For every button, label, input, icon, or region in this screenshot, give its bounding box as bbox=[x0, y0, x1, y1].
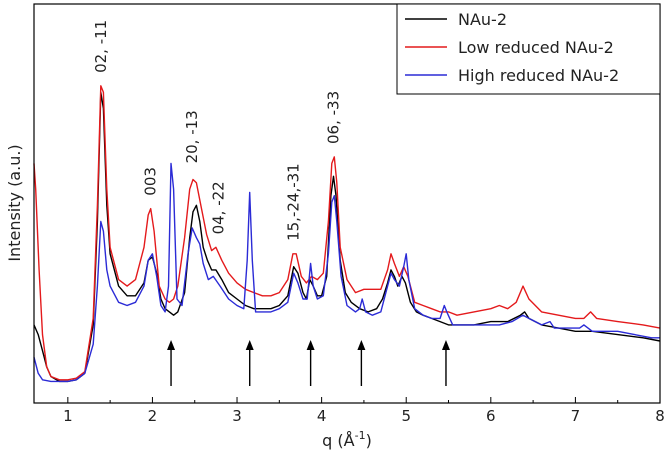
series-layer bbox=[33, 85, 661, 383]
x-tick-label: 7 bbox=[571, 407, 581, 425]
peak-label: 02, -11 bbox=[92, 20, 110, 73]
x-tick-label: 3 bbox=[232, 407, 242, 425]
x-axis: 1 2 3 4 5 6 7 8 bbox=[63, 397, 665, 425]
x-tick-label: 2 bbox=[148, 407, 158, 425]
legend-label-nau2: NAu-2 bbox=[458, 10, 507, 29]
peak-label: 15,-24,-31 bbox=[285, 163, 303, 241]
marker-arrow bbox=[245, 340, 254, 386]
y-axis-title: Intensity (a.u.) bbox=[5, 144, 24, 261]
series-line-high-reduced-nau-2 bbox=[33, 162, 660, 383]
marker-arrow bbox=[357, 340, 366, 386]
x-tick-label: 4 bbox=[317, 407, 327, 425]
x-tick-label: 5 bbox=[401, 407, 411, 425]
marker-arrow bbox=[441, 340, 450, 386]
x-tick-label: 8 bbox=[655, 407, 665, 425]
marker-arrow bbox=[306, 340, 315, 386]
peak-label: 003 bbox=[142, 167, 160, 196]
peak-label-layer: 02, -11 003 20, -13 04, -22 15,-24,-31 06, -3… bbox=[92, 20, 343, 241]
series-line-low-reduced-nau-2 bbox=[33, 85, 661, 381]
arrow-layer bbox=[167, 340, 450, 386]
legend-label-low-reduced: Low reduced NAu-2 bbox=[458, 38, 614, 57]
x-tick-label: 1 bbox=[63, 407, 73, 425]
series-line-nau-2 bbox=[33, 91, 661, 383]
peak-label: 04, -22 bbox=[209, 181, 227, 234]
marker-arrow bbox=[167, 340, 176, 386]
plot-frame bbox=[33, 3, 661, 404]
peak-label: 20, -13 bbox=[183, 110, 201, 163]
legend: NAu-2 Low reduced NAu-2 High reduced NAu… bbox=[396, 3, 661, 95]
x-axis-title: q (Å-1) bbox=[322, 429, 372, 450]
x-tick-label: 6 bbox=[486, 407, 496, 425]
legend-label-high-reduced: High reduced NAu-2 bbox=[458, 66, 619, 85]
peak-label: 06, -33 bbox=[325, 91, 343, 144]
